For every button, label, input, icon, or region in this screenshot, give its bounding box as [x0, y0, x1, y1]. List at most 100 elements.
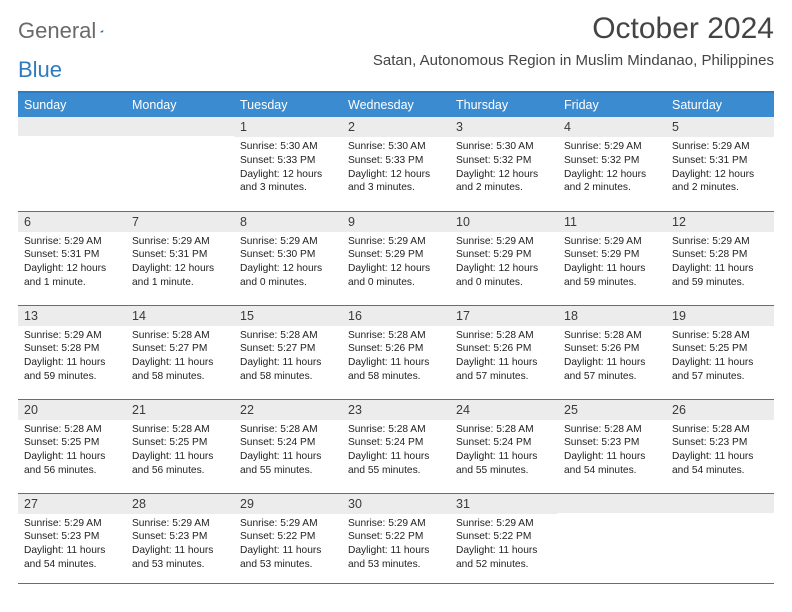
- day-number: 18: [558, 306, 666, 326]
- calendar-day-cell: 4Sunrise: 5:29 AMSunset: 5:32 PMDaylight…: [558, 117, 666, 211]
- weekday-header: Tuesday: [234, 92, 342, 117]
- day-info-text: Sunrise: 5:28 AMSunset: 5:24 PMDaylight:…: [342, 420, 450, 482]
- day-number: 24: [450, 400, 558, 420]
- day-number: 17: [450, 306, 558, 326]
- day-number: 25: [558, 400, 666, 420]
- day-number: 12: [666, 212, 774, 232]
- day-info-text: Sunrise: 5:29 AMSunset: 5:29 PMDaylight:…: [450, 232, 558, 294]
- day-number: [126, 117, 234, 136]
- day-info-text: Sunrise: 5:29 AMSunset: 5:22 PMDaylight:…: [234, 514, 342, 576]
- day-info-text: Sunrise: 5:29 AMSunset: 5:28 PMDaylight:…: [666, 232, 774, 294]
- day-info-text: Sunrise: 5:29 AMSunset: 5:31 PMDaylight:…: [18, 232, 126, 294]
- day-number: 16: [342, 306, 450, 326]
- logo-text-2: Blue: [18, 57, 62, 83]
- calendar-day-cell: 26Sunrise: 5:28 AMSunset: 5:23 PMDayligh…: [666, 399, 774, 493]
- day-number: 1: [234, 117, 342, 137]
- logo: General: [18, 12, 122, 44]
- day-info-text: Sunrise: 5:28 AMSunset: 5:27 PMDaylight:…: [234, 326, 342, 388]
- day-info-text: Sunrise: 5:29 AMSunset: 5:22 PMDaylight:…: [342, 514, 450, 576]
- day-number: 29: [234, 494, 342, 514]
- day-number: 10: [450, 212, 558, 232]
- calendar-day-cell: 12Sunrise: 5:29 AMSunset: 5:28 PMDayligh…: [666, 211, 774, 305]
- calendar-day-cell: 6Sunrise: 5:29 AMSunset: 5:31 PMDaylight…: [18, 211, 126, 305]
- day-info-text: Sunrise: 5:29 AMSunset: 5:22 PMDaylight:…: [450, 514, 558, 576]
- calendar-day-cell: 25Sunrise: 5:28 AMSunset: 5:23 PMDayligh…: [558, 399, 666, 493]
- day-info-text: Sunrise: 5:29 AMSunset: 5:31 PMDaylight:…: [666, 137, 774, 199]
- calendar-day-cell: 2Sunrise: 5:30 AMSunset: 5:33 PMDaylight…: [342, 117, 450, 211]
- calendar-day-cell: 5Sunrise: 5:29 AMSunset: 5:31 PMDaylight…: [666, 117, 774, 211]
- calendar-day-cell: [126, 117, 234, 211]
- calendar-day-cell: 13Sunrise: 5:29 AMSunset: 5:28 PMDayligh…: [18, 305, 126, 399]
- calendar-day-cell: 9Sunrise: 5:29 AMSunset: 5:29 PMDaylight…: [342, 211, 450, 305]
- logo-text-1: General: [18, 18, 96, 44]
- day-number: 30: [342, 494, 450, 514]
- calendar-day-cell: [558, 493, 666, 583]
- calendar-day-cell: [18, 117, 126, 211]
- day-info-text: Sunrise: 5:28 AMSunset: 5:27 PMDaylight:…: [126, 326, 234, 388]
- day-info-text: Sunrise: 5:28 AMSunset: 5:24 PMDaylight:…: [450, 420, 558, 482]
- day-info-text: Sunrise: 5:28 AMSunset: 5:26 PMDaylight:…: [450, 326, 558, 388]
- calendar-day-cell: 30Sunrise: 5:29 AMSunset: 5:22 PMDayligh…: [342, 493, 450, 583]
- weekday-header: Wednesday: [342, 92, 450, 117]
- day-number: 26: [666, 400, 774, 420]
- day-number: [666, 494, 774, 513]
- calendar-day-cell: 20Sunrise: 5:28 AMSunset: 5:25 PMDayligh…: [18, 399, 126, 493]
- day-number: 22: [234, 400, 342, 420]
- day-number: 31: [450, 494, 558, 514]
- weekday-header: Monday: [126, 92, 234, 117]
- location: Satan, Autonomous Region in Muslim Minda…: [373, 52, 774, 69]
- day-number: 8: [234, 212, 342, 232]
- calendar-week-row: 20Sunrise: 5:28 AMSunset: 5:25 PMDayligh…: [18, 399, 774, 493]
- day-info-text: Sunrise: 5:28 AMSunset: 5:23 PMDaylight:…: [558, 420, 666, 482]
- calendar-day-cell: 3Sunrise: 5:30 AMSunset: 5:32 PMDaylight…: [450, 117, 558, 211]
- day-number: 2: [342, 117, 450, 137]
- calendar-day-cell: 18Sunrise: 5:28 AMSunset: 5:26 PMDayligh…: [558, 305, 666, 399]
- calendar-day-cell: 22Sunrise: 5:28 AMSunset: 5:24 PMDayligh…: [234, 399, 342, 493]
- calendar-day-cell: 21Sunrise: 5:28 AMSunset: 5:25 PMDayligh…: [126, 399, 234, 493]
- weekday-header: Sunday: [18, 92, 126, 117]
- day-info-text: Sunrise: 5:28 AMSunset: 5:25 PMDaylight:…: [126, 420, 234, 482]
- day-info-text: Sunrise: 5:30 AMSunset: 5:33 PMDaylight:…: [234, 137, 342, 199]
- calendar-day-cell: 19Sunrise: 5:28 AMSunset: 5:25 PMDayligh…: [666, 305, 774, 399]
- day-info-text: Sunrise: 5:29 AMSunset: 5:31 PMDaylight:…: [126, 232, 234, 294]
- day-number: 21: [126, 400, 234, 420]
- day-number: 20: [18, 400, 126, 420]
- calendar-day-cell: 23Sunrise: 5:28 AMSunset: 5:24 PMDayligh…: [342, 399, 450, 493]
- calendar-table: Sunday Monday Tuesday Wednesday Thursday…: [18, 91, 774, 584]
- weekday-header-row: Sunday Monday Tuesday Wednesday Thursday…: [18, 92, 774, 117]
- day-info-text: Sunrise: 5:28 AMSunset: 5:26 PMDaylight:…: [558, 326, 666, 388]
- day-info-text: Sunrise: 5:29 AMSunset: 5:28 PMDaylight:…: [18, 326, 126, 388]
- day-info-text: Sunrise: 5:28 AMSunset: 5:25 PMDaylight:…: [666, 326, 774, 388]
- title-block: October 2024 Satan, Autonomous Region in…: [373, 12, 774, 69]
- day-number: 4: [558, 117, 666, 137]
- day-info-text: Sunrise: 5:29 AMSunset: 5:32 PMDaylight:…: [558, 137, 666, 199]
- calendar-day-cell: 29Sunrise: 5:29 AMSunset: 5:22 PMDayligh…: [234, 493, 342, 583]
- day-number: 19: [666, 306, 774, 326]
- calendar-day-cell: 14Sunrise: 5:28 AMSunset: 5:27 PMDayligh…: [126, 305, 234, 399]
- calendar-day-cell: 15Sunrise: 5:28 AMSunset: 5:27 PMDayligh…: [234, 305, 342, 399]
- day-number: 9: [342, 212, 450, 232]
- calendar-day-cell: 7Sunrise: 5:29 AMSunset: 5:31 PMDaylight…: [126, 211, 234, 305]
- calendar-day-cell: [666, 493, 774, 583]
- day-number: 15: [234, 306, 342, 326]
- day-number: 3: [450, 117, 558, 137]
- weekday-header: Thursday: [450, 92, 558, 117]
- day-number: 27: [18, 494, 126, 514]
- day-info-text: Sunrise: 5:29 AMSunset: 5:30 PMDaylight:…: [234, 232, 342, 294]
- calendar-week-row: 27Sunrise: 5:29 AMSunset: 5:23 PMDayligh…: [18, 493, 774, 583]
- day-info-text: Sunrise: 5:29 AMSunset: 5:23 PMDaylight:…: [126, 514, 234, 576]
- day-info-text: Sunrise: 5:28 AMSunset: 5:25 PMDaylight:…: [18, 420, 126, 482]
- day-number: [558, 494, 666, 513]
- day-number: [18, 117, 126, 136]
- day-info-text: Sunrise: 5:28 AMSunset: 5:23 PMDaylight:…: [666, 420, 774, 482]
- calendar-day-cell: 31Sunrise: 5:29 AMSunset: 5:22 PMDayligh…: [450, 493, 558, 583]
- day-info-text: Sunrise: 5:30 AMSunset: 5:32 PMDaylight:…: [450, 137, 558, 199]
- day-number: 13: [18, 306, 126, 326]
- logo-triangle-icon: [100, 23, 103, 39]
- day-number: 14: [126, 306, 234, 326]
- day-info-text: Sunrise: 5:28 AMSunset: 5:26 PMDaylight:…: [342, 326, 450, 388]
- calendar-day-cell: 11Sunrise: 5:29 AMSunset: 5:29 PMDayligh…: [558, 211, 666, 305]
- calendar-day-cell: 17Sunrise: 5:28 AMSunset: 5:26 PMDayligh…: [450, 305, 558, 399]
- month-title: October 2024: [373, 12, 774, 46]
- calendar-day-cell: 27Sunrise: 5:29 AMSunset: 5:23 PMDayligh…: [18, 493, 126, 583]
